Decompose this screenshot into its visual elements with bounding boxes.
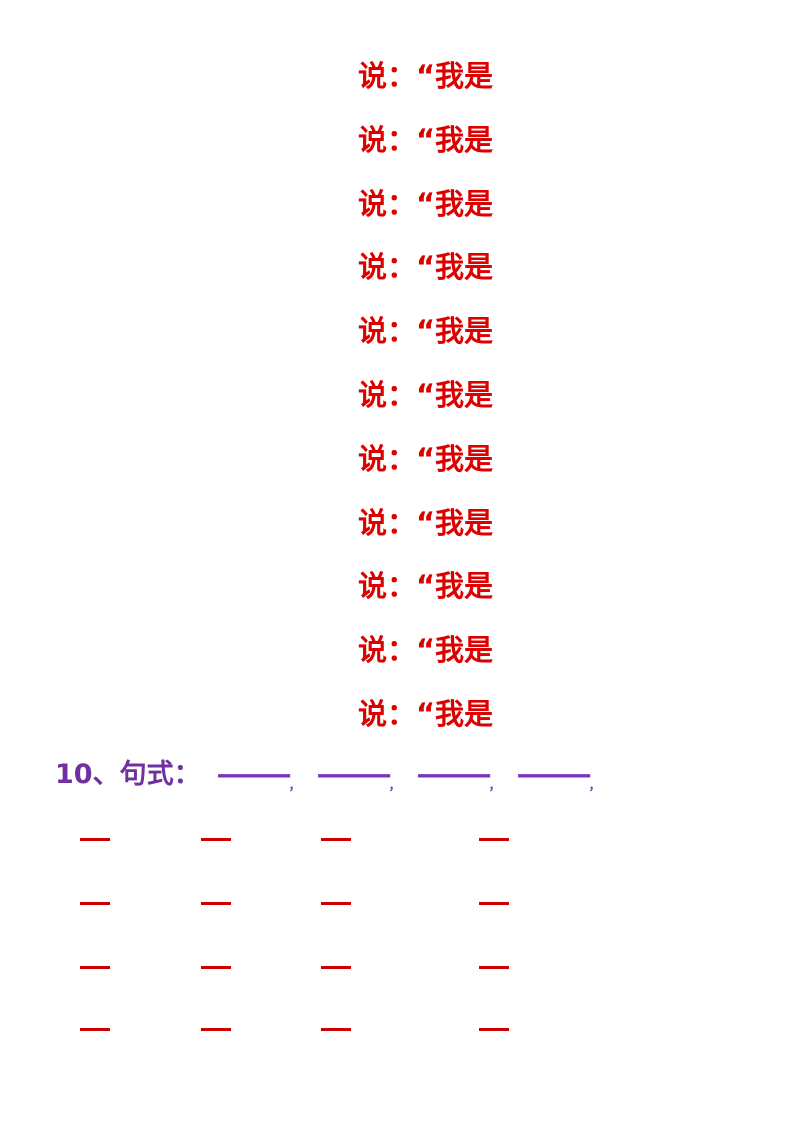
blank-line: ——— xyxy=(216,759,292,790)
answer-blank-line xyxy=(479,966,509,969)
blank-mark: ， xyxy=(588,778,601,793)
answer-blank-line xyxy=(80,966,110,969)
answer-blank-line xyxy=(321,902,351,905)
answer-blank-line xyxy=(201,1028,231,1031)
pattern-label: 10、句式： xyxy=(55,759,201,790)
answer-blank-line xyxy=(321,966,351,969)
red-text-line: 说：“我是 xyxy=(358,506,494,540)
blank-mark: ， xyxy=(388,778,401,793)
blank-mark: ， xyxy=(288,778,301,793)
red-text-line: 说：“我是 xyxy=(358,59,494,93)
blank-line: ——— xyxy=(316,759,392,790)
answer-blank-line xyxy=(80,838,110,841)
red-text-line: 说：“我是 xyxy=(358,633,494,667)
red-text-line: 说：“我是 xyxy=(358,569,494,603)
answer-blank-line xyxy=(479,838,509,841)
red-text-line: 说：“我是 xyxy=(358,123,494,157)
blank-line: ——— xyxy=(416,759,492,790)
blank-mark: ， xyxy=(488,778,501,793)
red-text-line: 说：“我是 xyxy=(358,378,494,412)
pattern-section: 10、句式： ———， ———， ———， ———， xyxy=(55,760,601,793)
blank-line: ——— xyxy=(516,759,592,790)
answer-blank-line xyxy=(321,1028,351,1031)
answer-blank-line xyxy=(80,902,110,905)
answer-blank-line xyxy=(321,838,351,841)
pattern-blank: ———， xyxy=(217,760,301,793)
red-text-line: 说：“我是 xyxy=(358,314,494,348)
pattern-blank: ———， xyxy=(317,760,401,793)
answer-blank-line xyxy=(80,1028,110,1031)
red-text-line: 说：“我是 xyxy=(358,187,494,221)
red-text-line: 说：“我是 xyxy=(358,250,494,284)
pattern-blank: ———， xyxy=(517,760,601,793)
answer-blank-line xyxy=(201,838,231,841)
pattern-blank: ———， xyxy=(417,760,501,793)
answer-blank-line xyxy=(479,1028,509,1031)
red-text-line: 说：“我是 xyxy=(358,442,494,476)
answer-blank-line xyxy=(201,966,231,969)
answer-blank-line xyxy=(479,902,509,905)
answer-blank-line xyxy=(201,902,231,905)
red-text-line: 说：“我是 xyxy=(358,697,494,731)
